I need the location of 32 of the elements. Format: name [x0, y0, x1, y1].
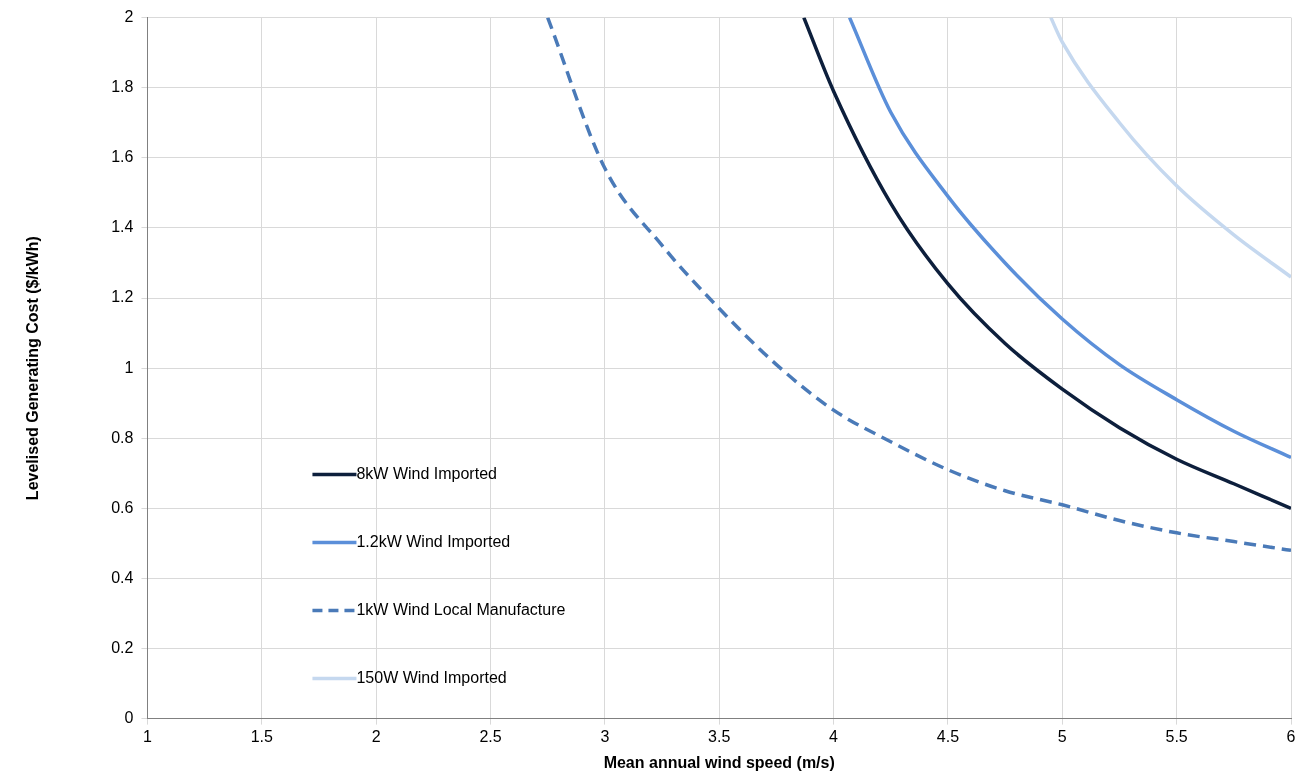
x-tick-label: 5: [1057, 727, 1067, 745]
x-tick-label: 4: [829, 727, 839, 745]
x-axis-title: Mean annual wind speed (m/s): [603, 753, 835, 771]
y-tick-label: 0.8: [111, 428, 134, 446]
y-tick-label: 1.6: [111, 148, 134, 166]
legend-label: 1kW Wind Local Manufacture: [356, 601, 566, 619]
x-tick-label: 5.5: [1165, 727, 1188, 745]
y-tick-label: 0: [124, 709, 134, 727]
y-tick-label: 1: [124, 358, 134, 376]
y-axis-title: Levelised Generating Cost ($/kWh): [24, 236, 42, 501]
y-tick-label: 0.2: [111, 638, 134, 656]
y-tick-label: 1.2: [111, 288, 134, 306]
x-tick-label: 2.5: [479, 727, 502, 745]
x-tick-label: 4.5: [936, 727, 960, 745]
x-tick-label: 1: [142, 727, 152, 745]
legend-label: 1.2kW Wind Imported: [356, 533, 511, 551]
y-tick-label: 0.6: [111, 498, 134, 516]
x-tick-label: 3.5: [708, 727, 731, 745]
legend-label: 8kW Wind Imported: [356, 465, 497, 483]
line-series: [802, 17, 1291, 511]
y-tick-label: 1.4: [111, 218, 134, 236]
line-series: [1049, 17, 1291, 279]
y-tick-label: 0.4: [111, 568, 134, 586]
x-tick-label: 2: [371, 727, 381, 745]
x-tick-label: 3: [600, 727, 610, 745]
x-tick-label: 1.5: [250, 727, 274, 745]
line-series: [545, 17, 1291, 553]
y-tick-label: 2: [124, 8, 134, 26]
x-tick-label: 6: [1286, 727, 1296, 745]
legend-label: 150W Wind Imported: [356, 669, 507, 687]
line-series: [847, 17, 1291, 460]
y-tick-label: 1.8: [111, 78, 134, 96]
